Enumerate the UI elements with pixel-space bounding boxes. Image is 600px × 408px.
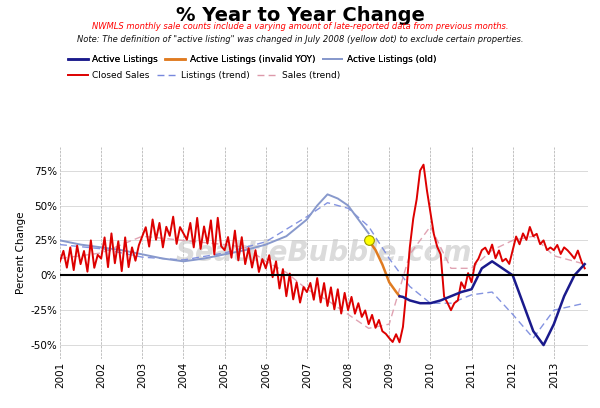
Text: % Year to Year Change: % Year to Year Change xyxy=(176,6,424,25)
Legend: Active Listings, Active Listings (invalid YOY), Active Listings (old): Active Listings, Active Listings (invali… xyxy=(65,51,440,68)
Text: Note: The definition of "active listing" was changed in July 2008 (yellow dot) t: Note: The definition of "active listing"… xyxy=(77,35,523,44)
Legend: Closed Sales, Listings (trend), Sales (trend): Closed Sales, Listings (trend), Sales (t… xyxy=(65,68,344,84)
Text: NWMLS monthly sale counts include a varying amount of late-reported data from pr: NWMLS monthly sale counts include a vary… xyxy=(92,22,508,31)
Y-axis label: Percent Change: Percent Change xyxy=(16,212,26,294)
Text: SeattleBubble.com: SeattleBubble.com xyxy=(176,239,472,267)
